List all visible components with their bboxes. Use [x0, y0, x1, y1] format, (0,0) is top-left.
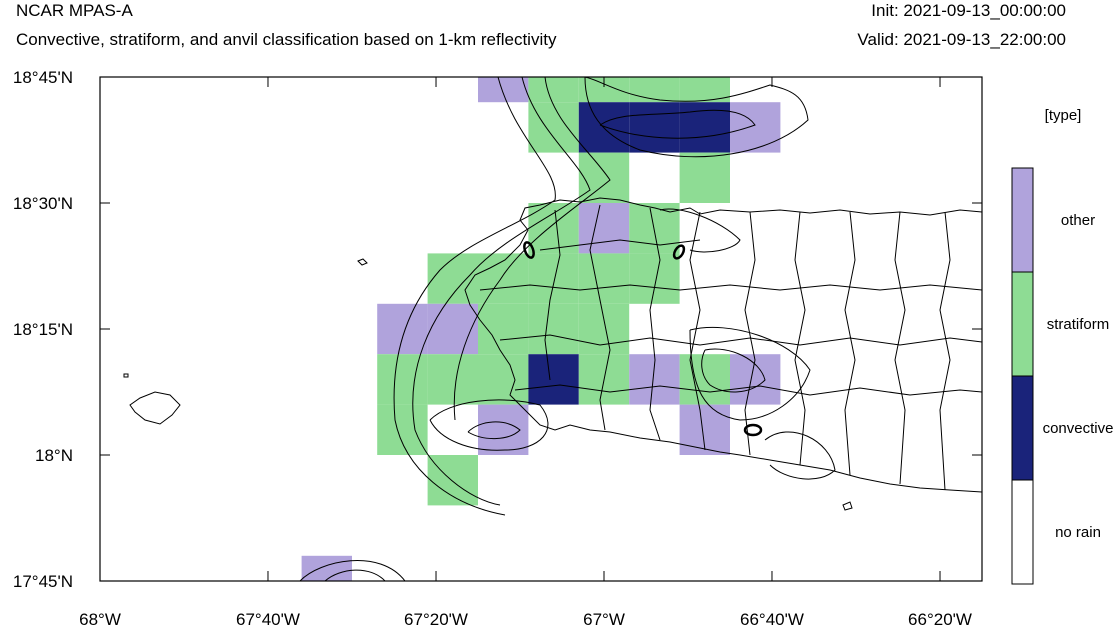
lat-tick-label: 17°45'N: [13, 572, 73, 591]
contour-line: [584, 77, 809, 158]
grid-cell-stratiform: [629, 77, 680, 103]
lat-tick-label: 18°45'N: [13, 68, 73, 87]
grid-cell-convective: [629, 102, 680, 153]
lon-tick-label: 68°W: [79, 610, 121, 626]
island-coastline: [464, 197, 982, 493]
legend: [type] other stratiform convective no rain: [1011, 107, 1114, 585]
boundary-line: [844, 211, 856, 476]
legend-title: [type]: [1045, 107, 1082, 124]
grid-cell-other: [730, 354, 781, 405]
classification-cells: [301, 77, 781, 581]
coastlines-and-boundaries: [123, 197, 982, 511]
contour-line: [672, 244, 686, 260]
grid-cell-stratiform: [427, 354, 478, 405]
contour-line: [453, 77, 611, 421]
grid-cell-other: [301, 555, 352, 581]
grid-cell-stratiform: [578, 303, 630, 355]
contour-line: [764, 431, 836, 480]
legend-swatch: [1011, 375, 1034, 481]
grid-cell-convective: [679, 102, 730, 153]
grid-cell-stratiform: [478, 303, 529, 355]
grid-cell-other: [478, 404, 529, 455]
grid-cell-stratiform: [528, 303, 579, 355]
grid-cell-stratiform: [629, 253, 680, 304]
contour-line: [324, 569, 386, 581]
contour-line: [743, 423, 763, 437]
contour-line: [599, 109, 756, 139]
legend-swatch: [1011, 479, 1034, 585]
contour-line: [523, 241, 535, 259]
boundary-line: [539, 239, 701, 251]
grid-cell-stratiform: [679, 354, 730, 405]
boundary-line: [744, 211, 756, 456]
grid-cell-stratiform: [427, 253, 478, 304]
lon-tick-label: 67°40'W: [236, 610, 300, 626]
contour-line: [429, 399, 549, 451]
boundary-line: [894, 211, 906, 485]
grid-cell-stratiform: [578, 152, 630, 203]
grid-cell-stratiform: [377, 354, 428, 405]
grid-cell-other: [478, 77, 529, 103]
boundary-line: [794, 211, 806, 466]
legend-swatch: [1011, 271, 1034, 377]
legend-label: other: [1061, 212, 1095, 229]
lon-tick-label: 67°W: [583, 610, 625, 626]
model-title: NCAR MPAS-A: [16, 1, 133, 20]
legend-label: stratiform: [1047, 316, 1110, 333]
boundary-line: [589, 204, 611, 431]
grid-cell-other: [578, 203, 630, 254]
lat-tick-label: 18°N: [35, 446, 73, 465]
boundary-line: [479, 284, 982, 291]
boundary-line: [499, 334, 982, 346]
boundary-line: [514, 384, 982, 396]
grid-cell-stratiform: [478, 253, 529, 304]
grid-cell-stratiform: [578, 253, 630, 304]
grid-cell-other: [427, 303, 478, 355]
grid-cell-stratiform: [528, 77, 579, 103]
contour-line: [393, 77, 556, 516]
island-coastline: [123, 373, 129, 378]
boundary-line: [544, 209, 561, 381]
grid-cell-stratiform: [528, 102, 579, 153]
grid-cell-stratiform: [629, 203, 680, 254]
lat-tick-label: 18°30'N: [13, 194, 73, 213]
boundary-line: [689, 211, 706, 451]
grid-cell-other: [377, 303, 428, 355]
island-coastline: [357, 258, 368, 266]
island-coastline: [842, 501, 853, 511]
boundary-line: [649, 207, 661, 441]
lon-tick-label: 66°40'W: [740, 610, 804, 626]
grid-cell-stratiform: [478, 354, 529, 405]
grid-cell-other: [730, 102, 781, 153]
reflectivity-contours: [299, 77, 836, 581]
grid-cell-convective: [528, 354, 579, 405]
grid-cell-stratiform: [377, 404, 428, 455]
grid-cell-stratiform: [427, 455, 478, 506]
grid-cell-stratiform: [528, 253, 579, 304]
valid-time-label: Valid: 2021-09-13_22:00:00: [857, 30, 1066, 49]
boundary-line: [939, 211, 951, 491]
legend-swatch: [1011, 167, 1034, 273]
legend-label: convective: [1043, 420, 1114, 437]
contour-line: [299, 560, 406, 581]
contour-line: [689, 326, 811, 421]
init-time-label: Init: 2021-09-13_00:00:00: [871, 1, 1066, 20]
contour-line: [467, 421, 521, 439]
plot-subtitle: Convective, stratiform, and anvil classi…: [16, 30, 557, 49]
contour-line: [701, 348, 766, 393]
map-axes: 18°45'N 18°30'N 18°15'N 18°N 17°45'N 68°W 67°4…: [13, 68, 982, 626]
island-coastline: [129, 391, 181, 425]
lon-tick-label: 67°20'W: [404, 610, 468, 626]
grid-cell-stratiform: [679, 152, 730, 203]
lon-tick-label: 66°20'W: [908, 610, 972, 626]
legend-label: no rain: [1055, 524, 1101, 541]
contour-line: [412, 77, 591, 506]
lat-tick-label: 18°15'N: [13, 320, 73, 339]
